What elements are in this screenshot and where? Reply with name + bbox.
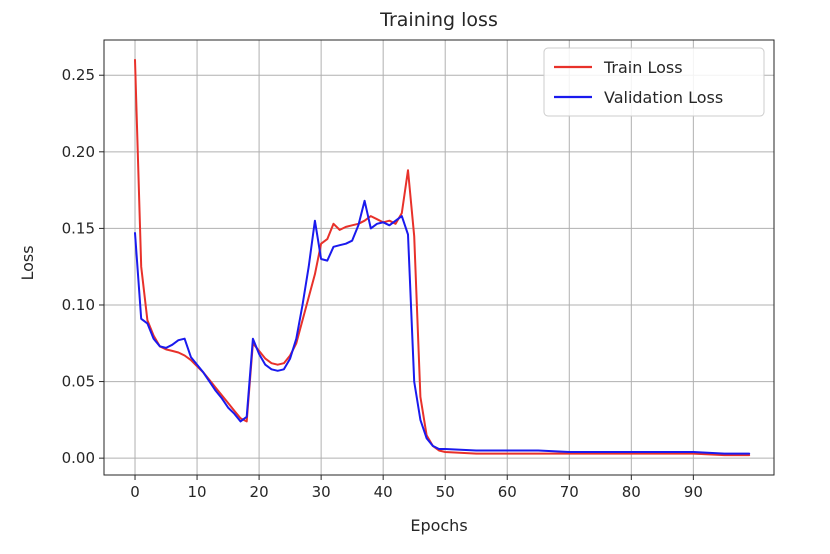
y-tick-label: 0.00 — [62, 449, 95, 467]
y-tick-label: 0.25 — [62, 66, 95, 84]
legend-label: Train Loss — [603, 58, 683, 77]
x-axis-label: Epochs — [410, 516, 467, 535]
x-tick-label: 50 — [436, 483, 455, 501]
series-line-validation-loss — [134, 199, 751, 455]
y-tick-label: 0.20 — [62, 143, 95, 161]
x-tick-label: 0 — [130, 483, 140, 501]
y-axis: 0.00 0.05 0.10 0.15 0.20 0.25 — [62, 66, 104, 467]
x-tick-label: 40 — [374, 483, 393, 501]
y-tick-label: 0.05 — [62, 373, 95, 391]
x-tick-label: 80 — [622, 483, 641, 501]
chart-title: Training loss — [379, 9, 498, 31]
y-tick-label: 0.15 — [62, 219, 95, 237]
y-tick-label: 0.10 — [62, 296, 95, 314]
legend-box — [543, 47, 765, 117]
x-axis: 0 10 20 30 40 50 60 70 80 90 — [130, 475, 703, 501]
x-tick-label: 60 — [498, 483, 517, 501]
x-tick-label: 10 — [188, 483, 207, 501]
x-tick-label: 70 — [560, 483, 579, 501]
legend: Train Loss Validation Loss — [543, 47, 765, 117]
x-tick-label: 90 — [684, 483, 703, 501]
x-tick-label: 30 — [312, 483, 331, 501]
x-tick-label: 20 — [250, 483, 269, 501]
series-line-train-loss — [134, 58, 751, 457]
plot-frame — [103, 39, 775, 476]
y-axis-label: Loss — [18, 245, 37, 280]
legend-label: Validation Loss — [604, 88, 723, 107]
series-layer — [134, 58, 751, 457]
